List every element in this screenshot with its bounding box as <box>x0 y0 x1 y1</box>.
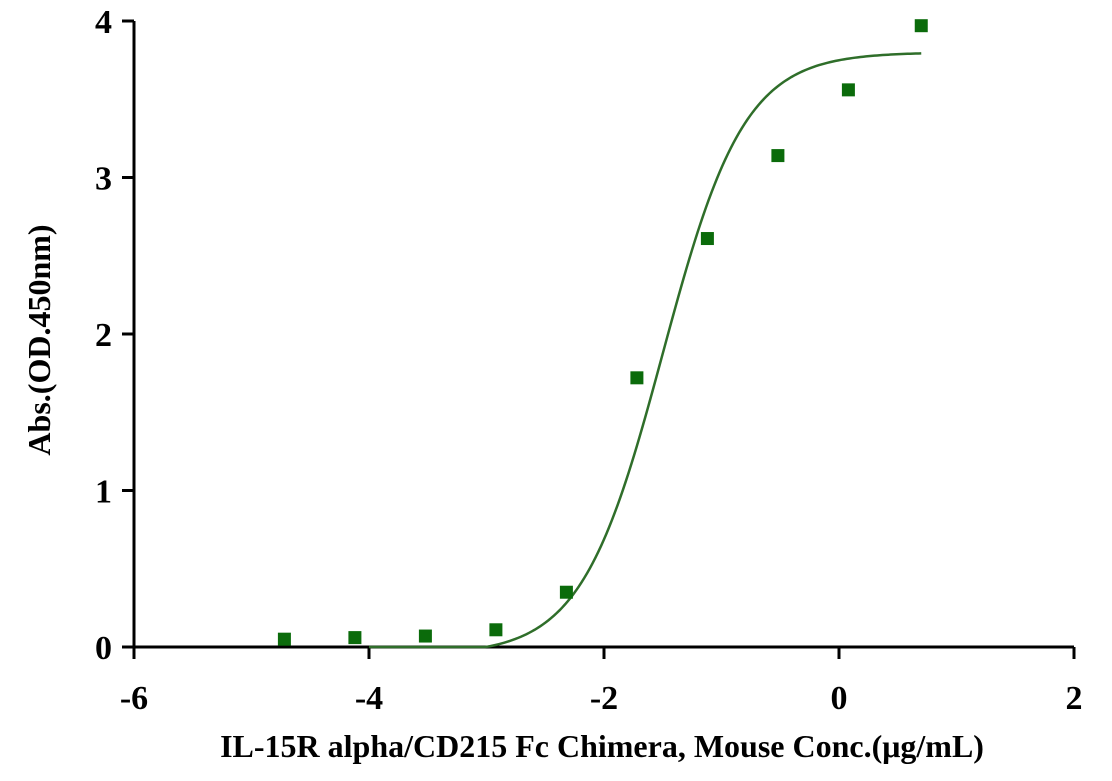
y-axis-title: Abs.(OD.450nm) <box>21 224 57 455</box>
fit-curve <box>369 52 922 649</box>
data-point <box>914 19 928 33</box>
data-point <box>418 629 432 643</box>
x-tick-label: 0 <box>831 680 848 717</box>
data-point <box>559 585 573 599</box>
x-axis-title: IL-15R alpha/CD215 Fc Chimera, Mouse Con… <box>220 728 984 764</box>
y-tick-label: 4 <box>95 4 112 41</box>
x-tick-label: -2 <box>590 680 618 717</box>
data-point <box>700 232 714 246</box>
y-tick-label: 2 <box>95 317 112 354</box>
x-tick-label: -4 <box>355 680 383 717</box>
data-point <box>630 371 644 385</box>
y-tick-label: 1 <box>95 474 112 511</box>
y-tick-label: 3 <box>95 161 112 198</box>
data-point <box>489 623 503 637</box>
data-point <box>771 149 785 163</box>
data-point <box>348 631 362 645</box>
data-point <box>277 632 291 646</box>
data-points <box>277 19 928 646</box>
x-tick-label: -6 <box>120 680 148 717</box>
data-point <box>841 83 855 97</box>
axes <box>132 21 1074 649</box>
x-tick-label: 2 <box>1066 680 1083 717</box>
ticks: -6 -4 -2 0 2 0 1 2 3 4 <box>95 4 1083 717</box>
y-tick-label: 0 <box>95 630 112 667</box>
